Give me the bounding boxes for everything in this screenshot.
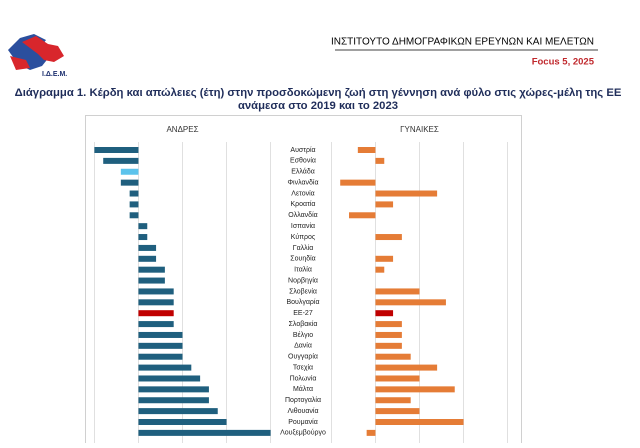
- chart-title: Διάγραμμα 1. Κέρδη και απώλειες (έτη) στ…: [15, 87, 622, 99]
- bar: [375, 234, 402, 241]
- bar: [129, 212, 139, 219]
- logo-text: Ι.Δ.Ε.Μ.: [42, 71, 67, 78]
- category-label: Πορτογαλία: [285, 396, 321, 404]
- panel-title: ΑΝΔΡΕΣ: [166, 125, 198, 134]
- category-label: Ισπανία: [291, 222, 315, 230]
- bar: [138, 277, 165, 284]
- category-label: Σλοβενία: [289, 287, 317, 295]
- bar: [357, 147, 376, 153]
- bar: [138, 299, 174, 306]
- bar: [138, 386, 209, 393]
- institute-name: ΙΝΣΤΙΤΟΥΤΟ ΔΗΜΟΓΡΑΦΙΚΩΝ ΕΡΕΥΝΩΝ ΚΑΙ ΜΕΛΕ…: [331, 37, 594, 48]
- bar: [375, 299, 446, 306]
- category-label: Λιθουανία: [288, 407, 319, 415]
- bar: [375, 157, 385, 164]
- category-label: Αυστρία: [290, 146, 315, 154]
- bar: [138, 266, 165, 273]
- bar: [138, 429, 271, 436]
- bar: [138, 310, 174, 317]
- bar: [375, 364, 438, 371]
- category-label: Νορβηγία: [288, 276, 318, 284]
- bar: [138, 375, 201, 382]
- bar: [129, 190, 139, 197]
- bar: [129, 201, 139, 208]
- category-label: Εσθονία: [290, 157, 316, 165]
- category-label: Βουλγαρία: [286, 298, 319, 306]
- bar: [120, 168, 139, 175]
- category-label: Ολλανδία: [288, 211, 317, 219]
- category-label: Σουηδία: [290, 255, 315, 263]
- bar: [375, 201, 394, 208]
- bar: [138, 234, 148, 241]
- bar: [349, 212, 376, 219]
- category-label: Δανία: [294, 342, 312, 350]
- category-label: Φινλανδία: [287, 178, 318, 186]
- category-label: Λετονία: [291, 189, 314, 197]
- bar: [340, 179, 376, 186]
- bar: [138, 342, 183, 349]
- bar: [375, 310, 394, 317]
- category-label: Κροατία: [291, 200, 316, 208]
- bar: [375, 386, 455, 393]
- panel-title: ΓΥΝΑΙΚΕΣ: [400, 125, 439, 134]
- bar: [138, 364, 192, 371]
- category-label: Κύπρος: [291, 233, 316, 241]
- bar: [138, 244, 157, 251]
- category-label: ΕΕ-27: [293, 310, 313, 317]
- bar: [375, 331, 402, 338]
- bar: [138, 255, 157, 262]
- bar: [375, 190, 438, 197]
- bar: [375, 408, 420, 415]
- bar: [375, 255, 394, 262]
- bar: [138, 288, 174, 295]
- category-label: Ουγγαρία: [288, 353, 318, 361]
- bar: [375, 321, 402, 328]
- category-label: Γαλλία: [293, 244, 314, 252]
- bar: [375, 342, 402, 349]
- bar: [375, 353, 411, 360]
- category-label: Ιταλία: [294, 266, 312, 274]
- bar: [138, 321, 174, 328]
- category-label: Μάλτα: [293, 385, 313, 393]
- bar: [138, 331, 183, 338]
- bar: [120, 179, 139, 186]
- bar: [138, 223, 148, 230]
- bar: [375, 266, 385, 273]
- bar: [138, 419, 227, 425]
- bar: [375, 288, 420, 295]
- bar: [138, 397, 209, 404]
- bar: [375, 419, 464, 425]
- bar: [103, 157, 139, 164]
- bar: [375, 375, 420, 382]
- bar: [94, 147, 139, 153]
- issue: Focus 5, 2025: [532, 57, 595, 68]
- bar: [138, 353, 183, 360]
- category-label: Τσεχία: [293, 363, 313, 371]
- category-label: Ελλάδα: [291, 168, 315, 176]
- plot: Αυστρία Εσθονία Ελλάδα Φινλανδία Λετονία Κροα…: [94, 125, 508, 443]
- chart-title: ανάμεσα στο 2019 και το 2023: [238, 100, 398, 112]
- bar: [366, 429, 376, 436]
- category-label: Ρουμανία: [288, 418, 318, 426]
- bar: [138, 408, 218, 415]
- bar: [375, 397, 411, 404]
- logo: Ι.Δ.Ε.Μ.: [8, 34, 67, 78]
- category-label: Πολωνία: [290, 374, 317, 382]
- category-label: Βέλγιο: [293, 331, 313, 339]
- category-label: Σλοβακία: [289, 320, 318, 328]
- category-label: Λουξεμβούργο: [280, 429, 326, 437]
